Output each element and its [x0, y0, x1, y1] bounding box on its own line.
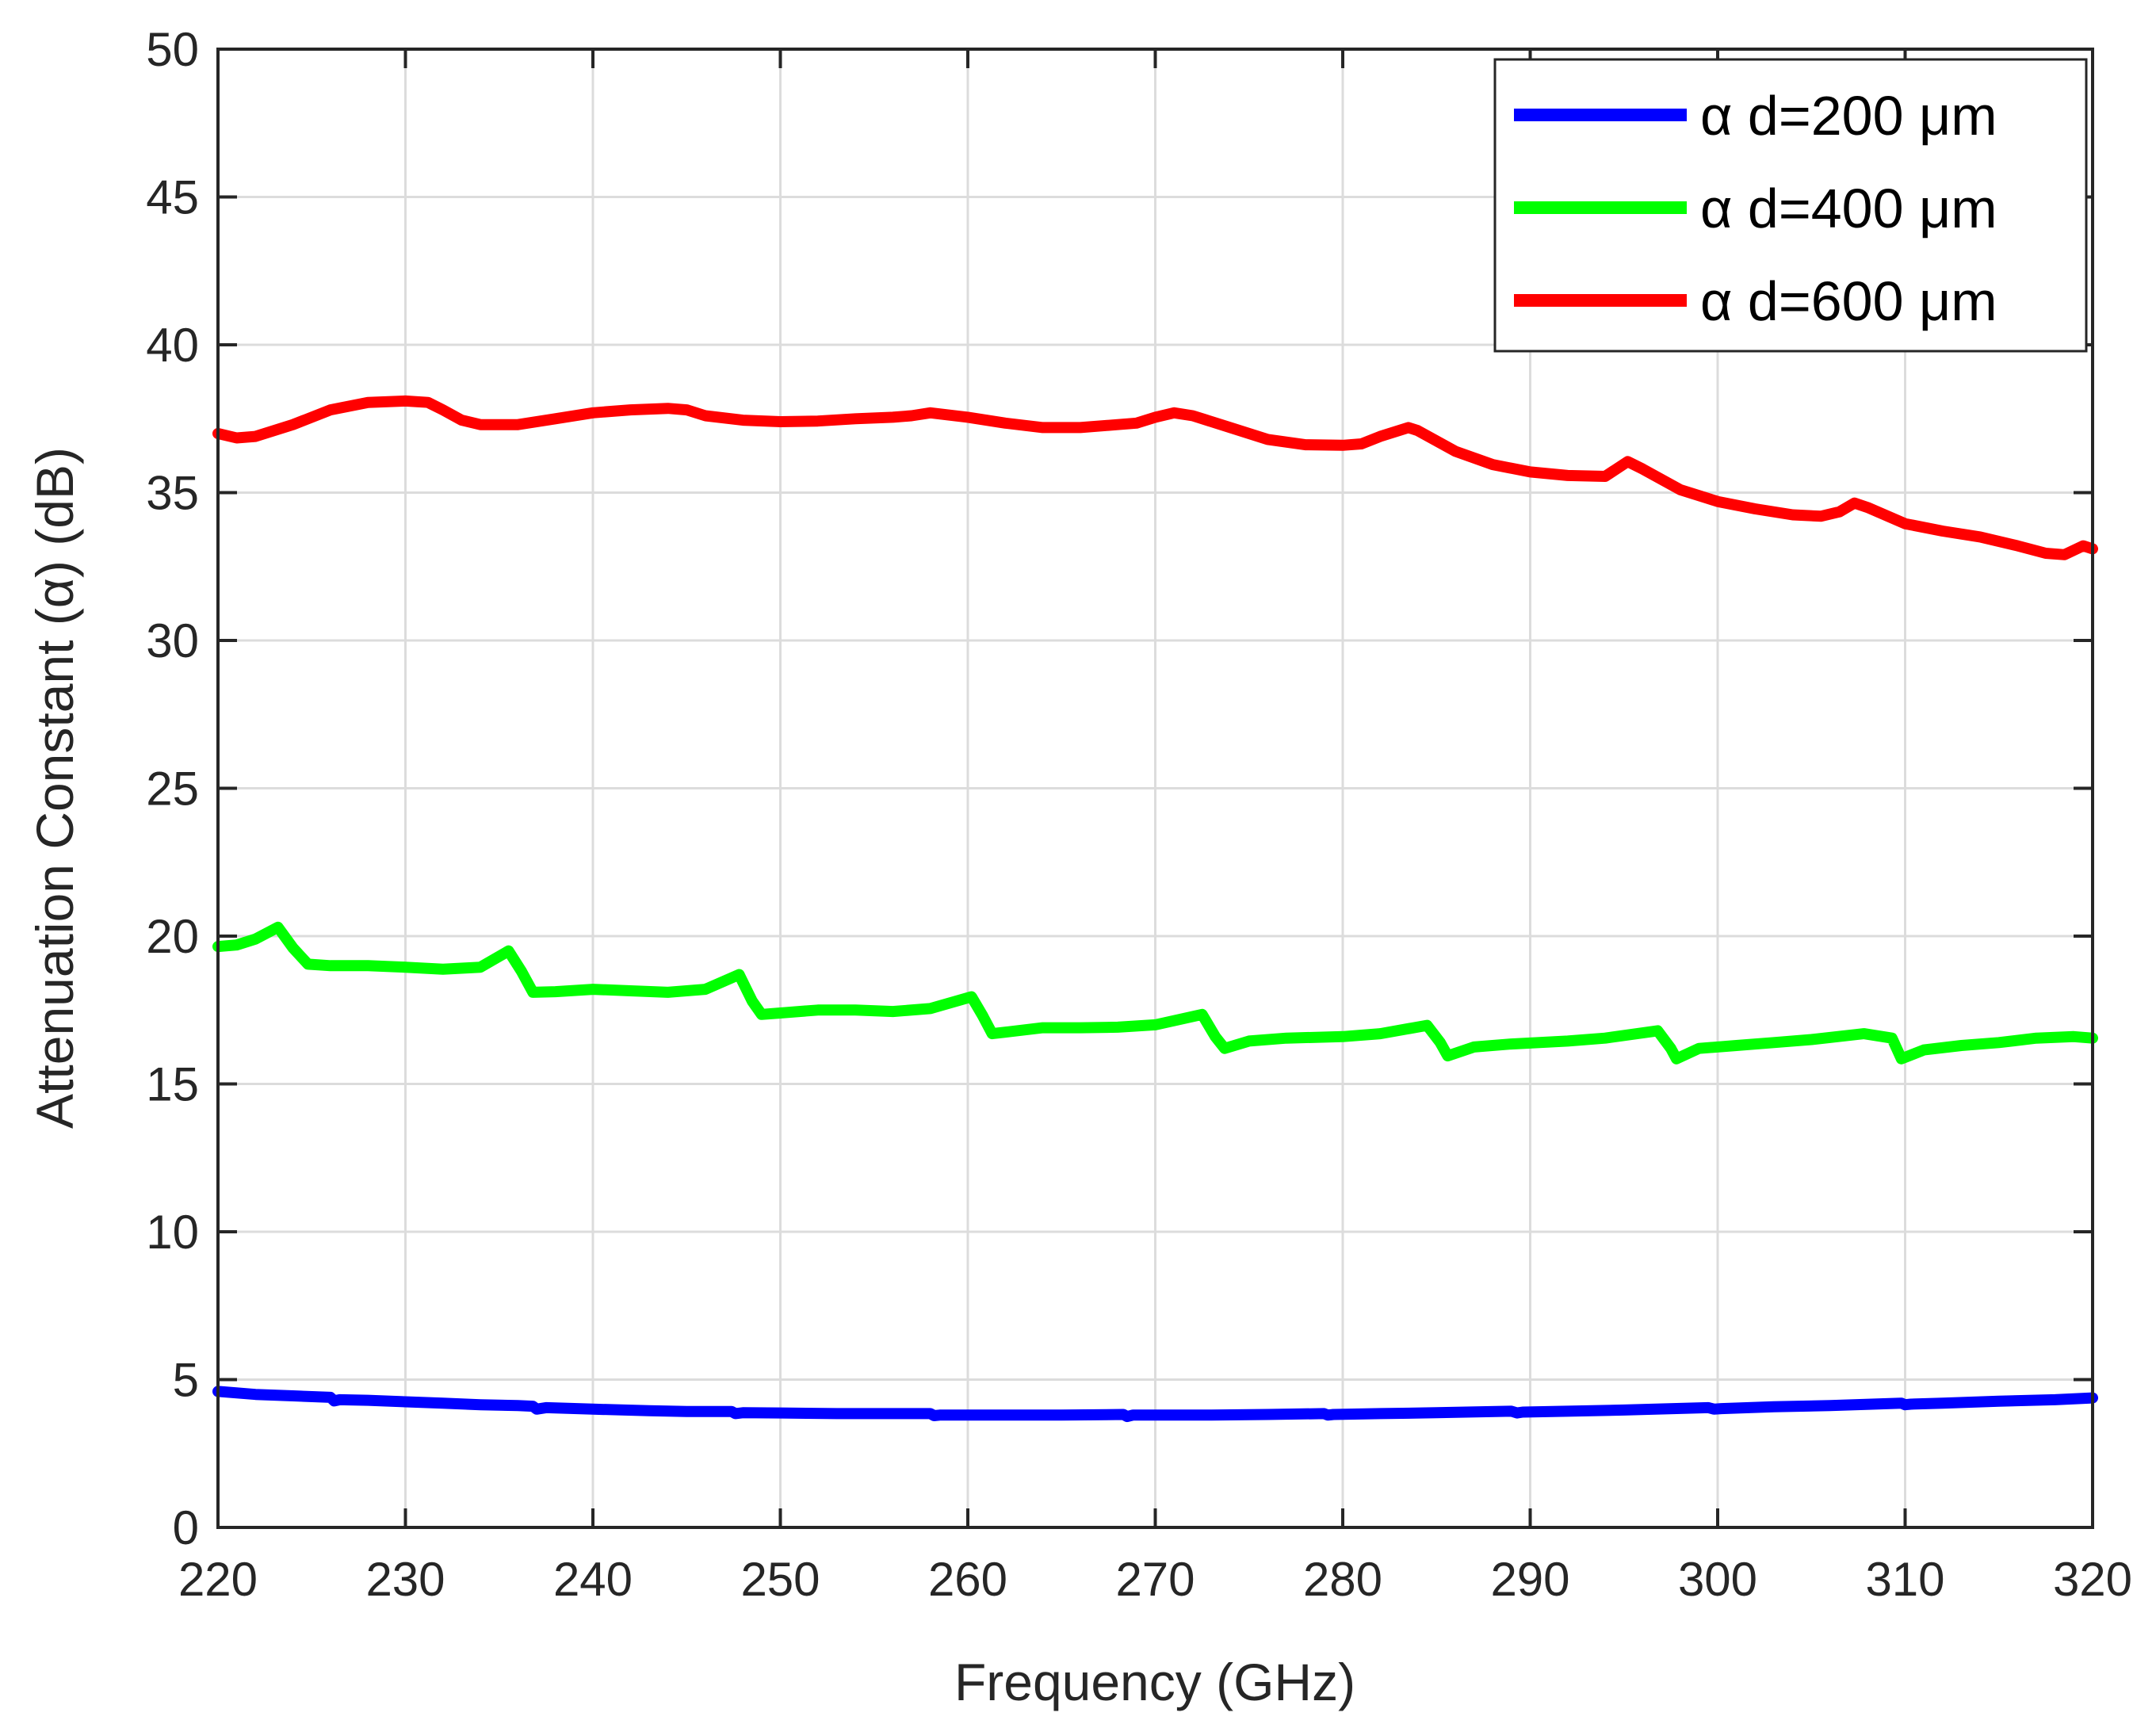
x-axis-title: Frequency (GHz)	[954, 1653, 1355, 1711]
legend-label-series-3: α d=600 μm	[1700, 270, 1997, 332]
y-tick-label: 10	[146, 1206, 199, 1259]
y-tick-label: 20	[146, 910, 199, 963]
x-tick-label: 250	[740, 1553, 820, 1606]
y-tick-label: 35	[146, 467, 199, 520]
y-tick-label: 25	[146, 763, 199, 816]
x-tick-label: 270	[1115, 1553, 1195, 1606]
legend-label-series-2: α d=400 μm	[1700, 178, 1997, 239]
x-tick-label: 260	[928, 1553, 1007, 1606]
legend: α d=200 μm α d=400 μm α d=600 μm	[1493, 58, 2088, 353]
y-tick-label: 30	[146, 614, 199, 667]
y-tick-label: 0	[173, 1501, 199, 1554]
y-tick-label: 15	[146, 1058, 199, 1111]
x-tick-label: 310	[1865, 1553, 1944, 1606]
series-line-3	[212, 395, 2098, 560]
legend-label-series-1: α d=200 μm	[1700, 85, 1997, 147]
series-layer	[212, 395, 2098, 1423]
y-tick-label: 45	[146, 171, 199, 224]
x-tick-label: 280	[1303, 1553, 1382, 1606]
x-tick-label: 240	[553, 1553, 633, 1606]
x-tick-label: 290	[1490, 1553, 1569, 1606]
x-tick-label: 230	[365, 1553, 445, 1606]
y-axis-title: Attenuation Constant (α) (dB)	[25, 447, 84, 1129]
y-tick-label: 5	[173, 1354, 199, 1407]
tick-labels: 220 230 240 250 260 270 280 290 300 310 320 0 5 10 15 2…	[146, 23, 2132, 1606]
series-line-1	[212, 1386, 2098, 1423]
y-tick-label: 40	[146, 319, 199, 372]
x-tick-label: 300	[1678, 1553, 1757, 1606]
series-line-2	[212, 921, 2098, 1065]
x-tick-label: 320	[2053, 1553, 2132, 1606]
x-tick-label: 220	[178, 1553, 258, 1606]
y-tick-label: 50	[146, 23, 199, 76]
